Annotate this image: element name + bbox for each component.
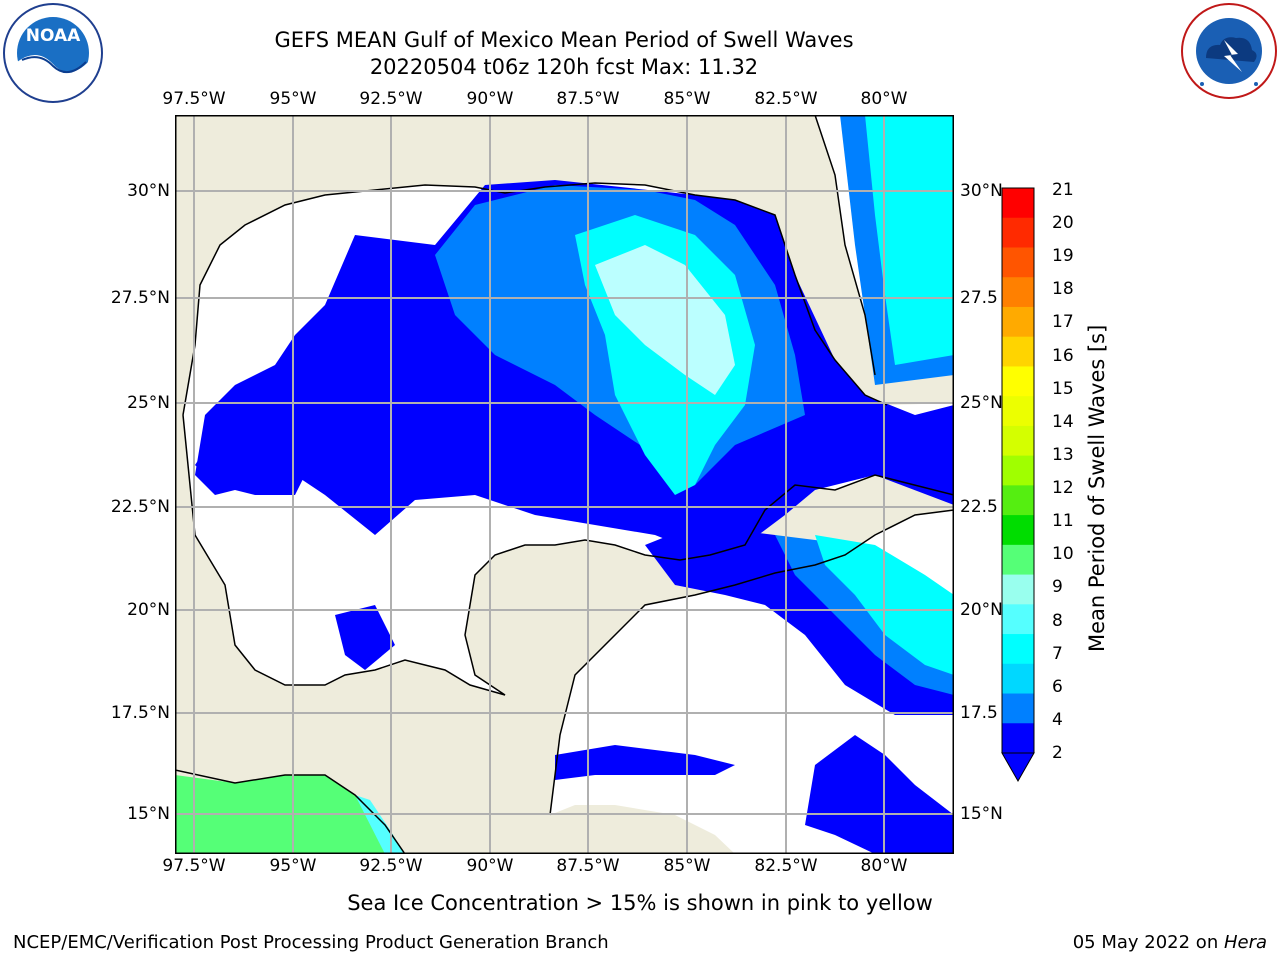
- lon-label: 82.5°W: [754, 856, 818, 876]
- lat-label: 30°N: [960, 181, 1003, 201]
- lon-label: 92.5°W: [359, 89, 423, 109]
- colorbar-label: 7: [1052, 643, 1063, 664]
- colorbar-label: 13: [1052, 444, 1074, 465]
- colorbar-label: 11: [1052, 511, 1074, 532]
- lon-label: 82.5°W: [754, 89, 818, 109]
- colorbar-label: 6: [1052, 676, 1063, 697]
- lon-label: 95°W: [269, 856, 317, 876]
- colorbar-segment: [1002, 366, 1034, 397]
- colorbar-label: 8: [1052, 610, 1063, 631]
- colorbar-label: 18: [1052, 279, 1074, 300]
- colorbar-segment: [1002, 544, 1034, 576]
- lat-label: 15°N: [960, 804, 1003, 824]
- colorbar-segment: [1002, 485, 1034, 516]
- colorbar-segment: [1002, 425, 1034, 457]
- lat-label: 20°N: [127, 600, 170, 620]
- lon-label: 95°W: [269, 89, 317, 109]
- lat-label: 15°N: [127, 804, 170, 824]
- colorbar-label: 15: [1052, 378, 1074, 399]
- colorbar-extend-triangle: [1001, 752, 1035, 783]
- lat-label: 25°N: [960, 393, 1003, 413]
- lat-label: 22.5: [960, 497, 998, 517]
- colorbar-segment: [1002, 604, 1034, 635]
- colorbar-label: 4: [1052, 709, 1063, 730]
- colorbar-segment: [1002, 217, 1034, 248]
- colorbar-label: 17: [1052, 312, 1074, 333]
- footer-branch: NCEP/EMC/Verification Post Processing Pr…: [13, 932, 609, 953]
- colorbar-segment: [1002, 188, 1034, 219]
- colorbar-frame: [1001, 187, 1035, 753]
- lon-label: 97.5°W: [162, 89, 226, 109]
- colorbar-segment: [1002, 663, 1034, 695]
- colorbar-label: 10: [1052, 544, 1074, 565]
- lat-label: 27.5: [960, 288, 998, 308]
- colorbar-label: 9: [1052, 577, 1063, 598]
- colorbar-segment: [1002, 723, 1034, 754]
- lon-label: 87.5°W: [556, 856, 620, 876]
- lat-label: 22.5°N: [110, 497, 170, 517]
- colorbar-label: 19: [1052, 246, 1074, 267]
- colorbar-segment: [1002, 306, 1034, 338]
- colorbar-segment: [1002, 277, 1034, 308]
- colorbar-label: 21: [1052, 180, 1074, 200]
- colorbar-segment: [1002, 247, 1034, 278]
- colorbar-label: 20: [1052, 213, 1074, 234]
- colorbar-title: Mean Period of Swell Waves [s]: [1085, 324, 1109, 652]
- map-frame: [175, 115, 954, 854]
- colorbar-segment: [1002, 515, 1034, 546]
- colorbar-label: 12: [1052, 478, 1074, 499]
- lon-label: 90°W: [466, 856, 514, 876]
- title-line-1: GEFS MEAN Gulf of Mexico Mean Period of …: [274, 28, 854, 52]
- lat-label: 30°N: [127, 181, 170, 201]
- colorbar-segment: [1002, 396, 1034, 427]
- lon-label: 92.5°W: [359, 856, 423, 876]
- colorbar-segment: [1002, 455, 1034, 486]
- footer-date-text: 05 May 2022 on: [1072, 932, 1224, 953]
- lat-label: 17.5: [960, 703, 998, 723]
- svg-text:NOAA: NOAA: [26, 26, 81, 46]
- nws-logo: [1181, 3, 1277, 99]
- colorbar-segment: [1002, 634, 1034, 665]
- lon-label: 87.5°W: [556, 89, 620, 109]
- gridlines: [175, 115, 954, 854]
- title-line-2: 20220504 t06z 120h fcst Max: 11.32: [369, 55, 759, 79]
- colorbar-segment: [1002, 336, 1034, 367]
- lon-label: 90°W: [466, 89, 514, 109]
- colorbar-label: 16: [1052, 345, 1074, 366]
- noaa-logo: NOAA: [3, 3, 103, 103]
- lon-label: 85°W: [663, 89, 711, 109]
- lon-label: 80°W: [860, 856, 908, 876]
- lon-label: 80°W: [860, 89, 908, 109]
- colorbar-label: 14: [1052, 411, 1074, 432]
- footer-date: 05 May 2022 on Hera: [1073, 932, 1267, 953]
- colorbar-label: 2: [1052, 743, 1063, 763]
- colorbar-segment: [1002, 574, 1034, 605]
- sea-ice-note: Sea Ice Concentration > 15% is shown in …: [347, 891, 933, 915]
- lat-label: 17.5°N: [110, 703, 170, 723]
- footer-machine: Hera: [1223, 932, 1267, 953]
- colorbar-segment: [1002, 693, 1034, 724]
- lat-label: 27.5°N: [110, 288, 170, 308]
- lon-label: 85°W: [663, 856, 711, 876]
- colorbar: [1001, 187, 1035, 783]
- map-panel: [175, 115, 954, 854]
- lon-label: 97.5°W: [162, 856, 226, 876]
- lat-label: 20°N: [960, 600, 1003, 620]
- lat-label: 25°N: [127, 393, 170, 413]
